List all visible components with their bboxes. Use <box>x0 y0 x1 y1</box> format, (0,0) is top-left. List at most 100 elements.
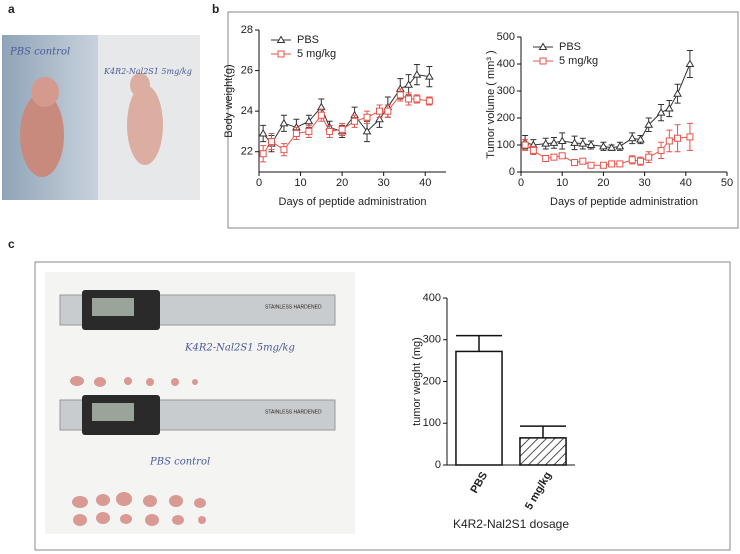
data-point <box>571 159 579 167</box>
data-point <box>685 59 695 67</box>
data-point <box>267 138 275 146</box>
y-tick-label: 200 <box>423 375 441 387</box>
bar <box>455 350 503 466</box>
y-tick-label: 0 <box>435 459 441 471</box>
data-point <box>599 161 607 169</box>
panel-label: a <box>8 2 15 16</box>
x-tick-label: 0 <box>256 177 262 189</box>
data-point <box>317 111 325 119</box>
data-point <box>557 136 567 144</box>
x-tick-label: 40 <box>419 177 431 189</box>
series-line <box>524 136 690 166</box>
series-line <box>262 94 430 155</box>
data-point <box>587 161 595 169</box>
x-tick-label: 40 <box>680 177 692 189</box>
legend-label: 5 mg/kg <box>559 55 598 67</box>
x-tick-label: 30 <box>378 177 390 189</box>
data-point <box>405 95 413 103</box>
data-point <box>529 146 537 154</box>
x-axis-label: Days of peptide administration <box>550 196 698 208</box>
x-tick-label: 20 <box>336 177 348 189</box>
y-tick-label: 100 <box>497 139 515 151</box>
data-point <box>586 140 596 148</box>
data-point <box>645 153 653 161</box>
data-point <box>326 127 334 135</box>
data-point <box>627 133 637 142</box>
photo-annotation: K4R2-Nal2S1 5mg/kg <box>184 343 295 354</box>
legend-marker <box>277 50 285 58</box>
data-point <box>570 138 579 146</box>
legend-label: PBS <box>559 41 581 53</box>
data-point <box>578 139 588 147</box>
panel-frame <box>34 261 731 551</box>
photo-annotation: STAINLESS HARDENED <box>265 409 322 415</box>
x-tick-label: PBS <box>468 470 490 496</box>
y-tick-label: 22 <box>241 146 253 158</box>
y-tick-label: 400 <box>423 292 441 304</box>
data-point <box>521 141 529 149</box>
data-point <box>258 128 268 137</box>
legend-label: 5 mg/kg <box>297 48 336 60</box>
data-point <box>363 113 371 121</box>
data-point <box>608 160 616 168</box>
y-tick-label: 400 <box>497 58 515 70</box>
y-tick-label: 300 <box>423 334 441 346</box>
data-point <box>665 137 673 145</box>
x-axis-label: K4R2-Nal2S1 dosage <box>453 517 569 531</box>
y-tick-label: 0 <box>509 166 515 178</box>
data-point <box>292 129 300 137</box>
data-point <box>599 141 608 150</box>
data-point <box>279 118 289 127</box>
x-tick-label: 10 <box>556 177 568 189</box>
series-line <box>262 74 430 145</box>
data-point <box>338 125 346 133</box>
data-point <box>558 152 566 160</box>
x-tick-label: 20 <box>597 177 609 189</box>
photo-annotation: PBS control <box>149 457 210 468</box>
data-point <box>549 138 559 146</box>
data-point <box>607 143 617 151</box>
bar <box>519 437 567 466</box>
panel-label: c <box>8 237 15 251</box>
legend-marker <box>276 35 286 43</box>
legend-label: PBS <box>297 34 319 46</box>
data-point <box>425 97 433 105</box>
panel-label: b <box>212 2 219 16</box>
data-point <box>305 127 313 135</box>
data-point <box>550 153 558 161</box>
mouse-photo: PBS control K4R2-Nal2S1 5mg/kg <box>2 35 200 200</box>
legend-marker <box>538 42 548 50</box>
data-point <box>664 104 674 112</box>
data-point <box>396 91 404 99</box>
photo-annotation: K4R2-Nal2S1 5mg/kg <box>103 67 192 76</box>
legend-marker <box>539 57 547 65</box>
data-point <box>404 80 413 88</box>
data-point <box>280 146 288 154</box>
error-bar <box>519 425 567 438</box>
data-point <box>615 141 625 150</box>
data-point <box>542 155 550 162</box>
y-axis-label: Body weight(g) <box>223 64 235 137</box>
data-point <box>673 89 682 97</box>
photo-annotation: PBS control <box>9 47 70 58</box>
data-point <box>541 139 551 147</box>
data-point <box>616 160 624 168</box>
x-tick-label: 10 <box>294 177 306 189</box>
data-point <box>376 107 384 115</box>
y-tick-label: 100 <box>423 417 441 429</box>
panel-frame <box>227 11 739 229</box>
data-point <box>384 107 392 115</box>
data-point <box>579 157 587 165</box>
data-point <box>362 126 372 135</box>
data-point <box>686 133 694 141</box>
x-tick-label: 5 mg/kg <box>523 470 554 512</box>
data-point <box>628 156 636 164</box>
data-point <box>657 146 665 154</box>
y-tick-label: 26 <box>241 64 253 76</box>
data-point <box>412 70 422 78</box>
data-point <box>259 150 267 158</box>
y-axis-label: Tumor volume ( mm³ ) <box>485 50 497 158</box>
y-tick-label: 24 <box>241 105 253 117</box>
data-point <box>636 157 644 165</box>
y-tick-label: 300 <box>497 85 515 97</box>
